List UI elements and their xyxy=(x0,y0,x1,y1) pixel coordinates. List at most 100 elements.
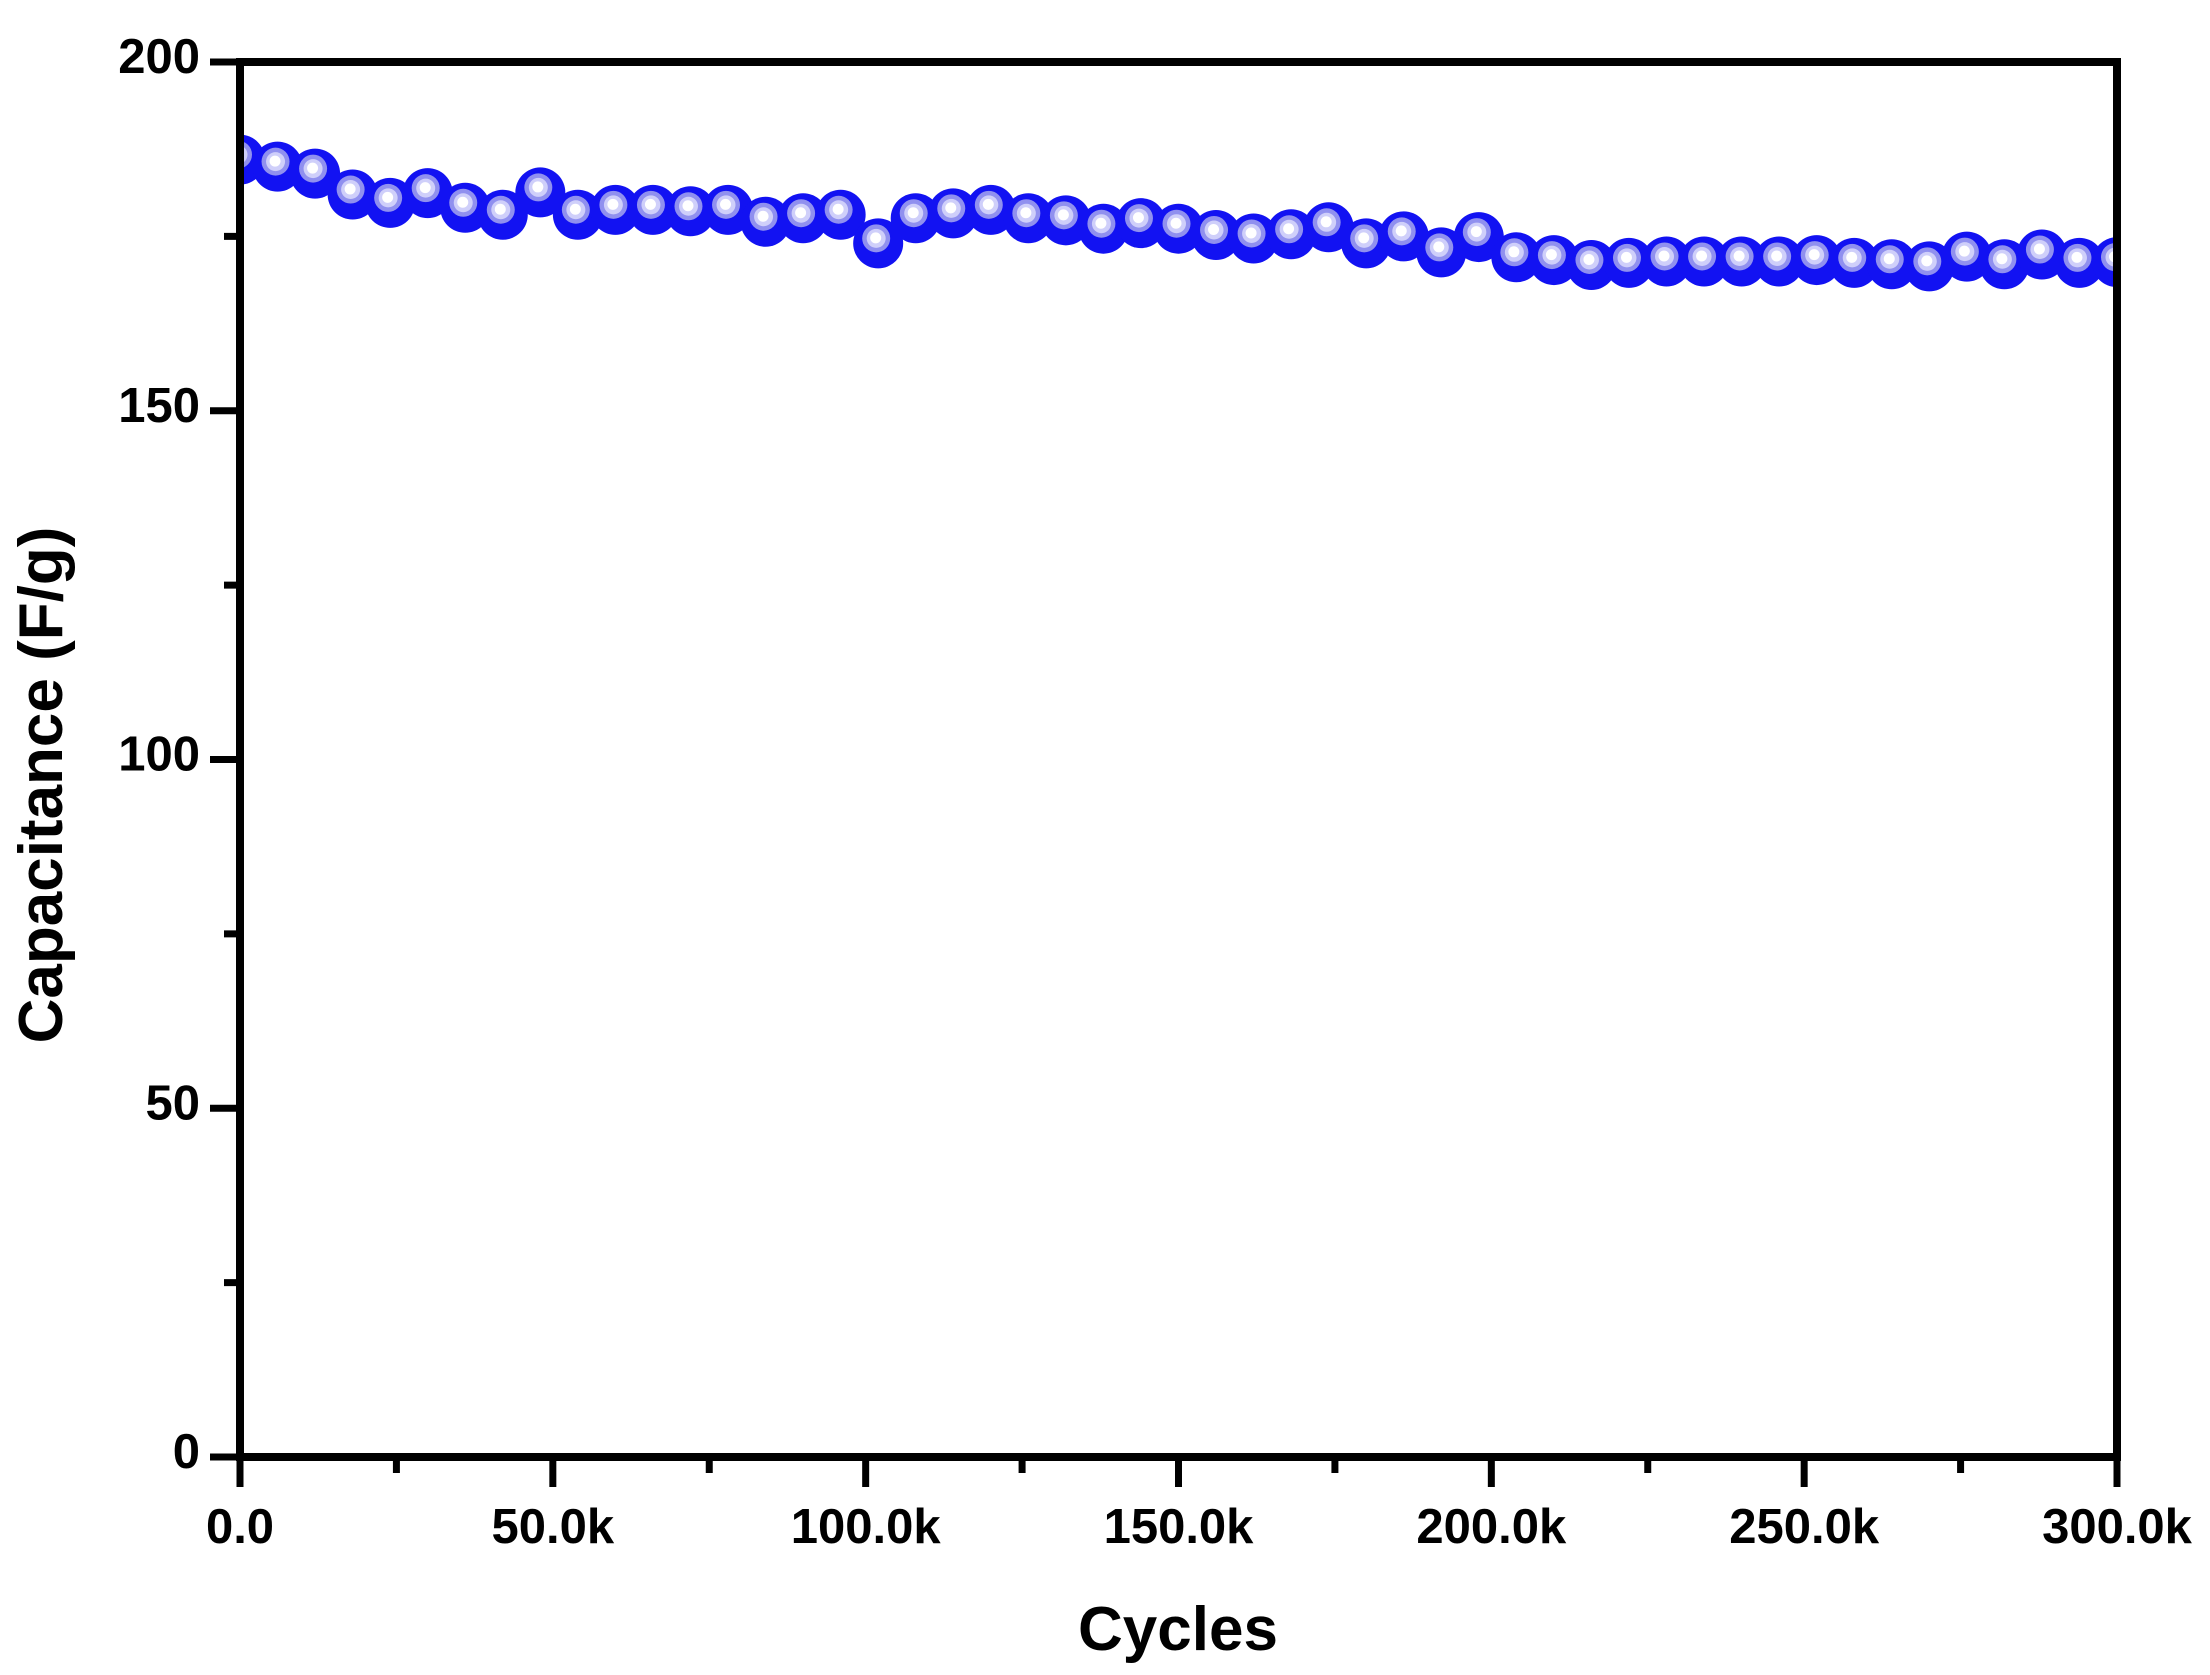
data-point xyxy=(252,141,303,192)
marker-highlight xyxy=(569,203,581,215)
marker-highlight xyxy=(269,155,281,167)
data-point xyxy=(1153,203,1204,254)
marker-highlight xyxy=(907,207,919,219)
data-point xyxy=(928,188,979,239)
data-point xyxy=(1078,203,1129,254)
y-tick-label: 200 xyxy=(118,30,200,84)
data-point xyxy=(627,184,678,235)
marker-highlight xyxy=(457,196,469,208)
data-point xyxy=(402,168,453,219)
marker-highlight xyxy=(1958,245,1970,257)
data-point xyxy=(1829,237,1880,288)
data-point xyxy=(1416,227,1467,278)
data-point-series xyxy=(240,134,2117,292)
marker-highlight xyxy=(1696,250,1708,262)
data-point xyxy=(1754,236,1805,287)
marker-highlight xyxy=(1208,223,1220,235)
data-point xyxy=(853,218,904,269)
marker-highlight xyxy=(532,181,544,193)
marker-highlight xyxy=(2033,243,2045,255)
marker-highlight xyxy=(1470,226,1482,238)
data-point xyxy=(1003,193,1054,244)
marker-highlight xyxy=(1846,251,1858,263)
data-point xyxy=(1641,236,1692,287)
axis-tick-labels: 0.0 50.0k 100.0k 150.0k 200.0k 250.0k 300.0k 0 5… xyxy=(118,30,2192,1554)
data-point xyxy=(477,189,528,240)
data-point xyxy=(1941,231,1992,282)
y-tick-label: 100 xyxy=(118,728,200,782)
marker-highlight xyxy=(1170,217,1182,229)
x-axis-title: Cycles xyxy=(1078,1595,1278,1664)
marker-highlight xyxy=(1883,253,1895,265)
marker-highlight xyxy=(1245,227,1257,239)
marker-highlight xyxy=(795,207,807,219)
marker-highlight xyxy=(382,191,394,203)
marker-highlight xyxy=(720,198,732,210)
marker-highlight xyxy=(1921,255,1933,267)
data-point xyxy=(740,196,791,247)
data-point xyxy=(440,182,491,233)
data-point xyxy=(1979,239,2030,290)
marker-highlight xyxy=(1583,253,1595,265)
data-point xyxy=(778,193,829,244)
marker-highlight xyxy=(1996,253,2008,265)
x-tick-label: 250.0k xyxy=(1729,1500,1880,1554)
marker-highlight xyxy=(419,182,431,194)
marker-highlight xyxy=(757,210,769,222)
y-tick-label: 150 xyxy=(118,379,200,433)
data-point xyxy=(290,148,341,199)
marker-highlight xyxy=(870,232,882,244)
data-point xyxy=(1716,236,1767,287)
marker-highlight xyxy=(1283,223,1295,235)
data-point xyxy=(2016,229,2067,280)
marker-highlight xyxy=(644,198,656,210)
data-point xyxy=(1866,239,1917,290)
data-point xyxy=(590,184,641,235)
data-point xyxy=(1228,213,1279,264)
marker-highlight xyxy=(1433,241,1445,253)
data-point xyxy=(327,169,378,220)
x-tick-label: 100.0k xyxy=(791,1500,942,1554)
data-point xyxy=(552,189,603,240)
y-tick-label: 0 xyxy=(173,1425,200,1479)
data-point xyxy=(965,184,1016,235)
marker-highlight xyxy=(1771,250,1783,262)
marker-highlight xyxy=(344,183,356,195)
data-point xyxy=(1603,237,1654,288)
data-point xyxy=(1566,239,1617,290)
marker-highlight xyxy=(2071,251,2083,263)
marker-highlight xyxy=(1020,207,1032,219)
data-point xyxy=(1303,202,1354,253)
axis-ticks xyxy=(210,58,2121,1487)
marker-highlight xyxy=(682,200,694,212)
marker-highlight xyxy=(1508,246,1520,258)
data-point xyxy=(1491,232,1542,283)
marker-highlight xyxy=(1132,212,1144,224)
marker-highlight xyxy=(1808,249,1820,261)
data-point xyxy=(2054,237,2105,288)
marker-highlight xyxy=(1545,249,1557,261)
data-point xyxy=(1266,209,1317,260)
marker-highlight xyxy=(945,202,957,214)
data-point xyxy=(1453,212,1504,263)
marker-highlight xyxy=(494,203,506,215)
marker-highlight xyxy=(1395,225,1407,237)
data-point xyxy=(1378,211,1429,262)
data-point xyxy=(515,167,566,218)
data-point xyxy=(1191,209,1242,260)
x-tick-label: 150.0k xyxy=(1104,1500,1255,1554)
x-tick-label: 0.0 xyxy=(206,1500,274,1554)
marker-highlight xyxy=(1095,217,1107,229)
data-point xyxy=(815,189,866,240)
y-tick-label: 50 xyxy=(145,1076,200,1130)
x-tick-label: 50.0k xyxy=(492,1500,615,1554)
data-point xyxy=(365,177,416,228)
data-point xyxy=(890,193,941,244)
x-tick-label: 200.0k xyxy=(1416,1500,1567,1554)
marker-highlight xyxy=(1057,209,1069,221)
data-point xyxy=(703,184,754,235)
marker-highlight xyxy=(1358,232,1370,244)
data-point xyxy=(1528,235,1579,286)
